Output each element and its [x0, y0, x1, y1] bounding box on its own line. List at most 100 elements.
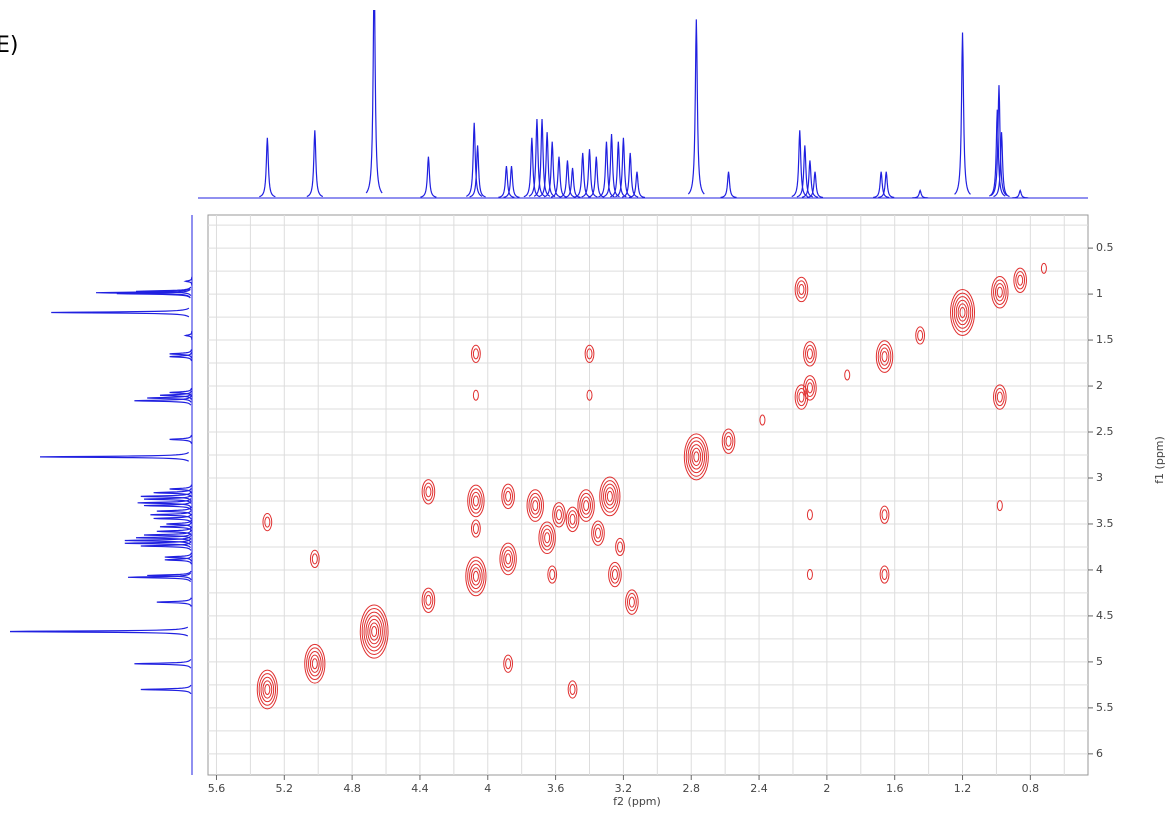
contour-ring [526, 489, 544, 522]
cross-peak [421, 587, 436, 613]
y-tick-label: 1 [1096, 287, 1103, 300]
contour-ring [569, 683, 576, 695]
contour-ring [423, 591, 434, 610]
spectrum-peak-left [159, 390, 192, 400]
contour-ring [610, 565, 620, 584]
cross-peak [359, 604, 389, 659]
spectrum-peak-top [610, 141, 627, 198]
contour-ring [1040, 262, 1047, 274]
contour-ring [577, 489, 595, 522]
y-tick-label: 0.5 [1096, 241, 1114, 254]
contour-ring [959, 306, 966, 318]
x-tick-label: 3.6 [547, 782, 565, 795]
spectrum-peak-top [498, 165, 515, 198]
spectrum-peak-top [990, 85, 1008, 197]
contour-ring [549, 569, 556, 581]
contour-ring [951, 292, 974, 333]
spectrum-peak-top [306, 130, 324, 198]
contour-ring [881, 351, 888, 363]
spectrum-peak-top [465, 122, 483, 197]
contour-ring [593, 524, 603, 543]
spectrum-peak-top [954, 32, 971, 195]
contour-ring [363, 611, 385, 652]
y-tick-label: 3.5 [1096, 517, 1114, 530]
contour-ring [798, 283, 805, 295]
cross-peak [470, 519, 481, 538]
contour-ring [470, 567, 481, 586]
contour-ring [691, 447, 702, 466]
contour-ring [950, 288, 976, 336]
x-tick-label: 2 [823, 782, 830, 795]
cross-peak [608, 561, 622, 588]
contour-ring [604, 487, 615, 506]
contour-ring [421, 587, 436, 613]
contour-ring [365, 615, 383, 648]
contour-ring [469, 488, 483, 514]
spectrum-peak-left [169, 484, 193, 494]
contour-ring [472, 495, 479, 507]
x-tick-label: 0.8 [1022, 782, 1040, 795]
contour-ring [311, 553, 318, 565]
spectrum-peak-left [183, 331, 193, 340]
contour-ring [759, 414, 766, 426]
spectrum-peak-left [143, 494, 192, 504]
spectrum-peak-top [628, 171, 646, 199]
contour-ring [505, 553, 512, 565]
x-tick-label: 3.2 [615, 782, 633, 795]
contour-ring [311, 658, 318, 670]
contour-ring [955, 299, 970, 326]
spectrum-peak-top [365, 10, 383, 194]
contour-ring [957, 303, 968, 322]
cross-peak [584, 344, 595, 363]
contour-ring [304, 643, 326, 684]
contour-ring [503, 654, 514, 673]
cross-peak [591, 520, 605, 546]
spectrum-peak-top [720, 171, 737, 199]
contour-ring [544, 532, 551, 544]
cross-peak [552, 502, 566, 528]
contour-ring [256, 669, 278, 710]
spectrum-peak-top [687, 19, 705, 195]
contour-ring [469, 563, 483, 590]
contour-ring [565, 506, 580, 533]
spectrum-peak-left [153, 513, 192, 524]
contour-ring [467, 484, 485, 518]
x-tick-label: 2.8 [682, 782, 700, 795]
contour-ring [796, 280, 807, 299]
contour-ring [309, 549, 320, 569]
spectrum-peak-left [169, 387, 193, 398]
spectrum-peak-left [169, 349, 193, 359]
y-tick-label: 4 [1096, 563, 1103, 576]
contour-ring [470, 491, 481, 511]
y-tick-label: 2.5 [1096, 425, 1114, 438]
cross-peak [567, 680, 578, 699]
contour-ring [877, 343, 892, 370]
cross-peak [803, 375, 817, 401]
y-tick-label: 6 [1096, 747, 1103, 760]
contour-ring [584, 344, 595, 363]
contour-ring [501, 546, 515, 572]
contour-ring [879, 565, 890, 584]
contour-ring [993, 279, 1007, 305]
contour-ring [881, 569, 888, 581]
contour-ring [626, 593, 637, 612]
spectrum-peak-top [873, 171, 890, 199]
y-tick-label: 5 [1096, 655, 1103, 668]
cross-peak [503, 654, 514, 673]
spectrum-peak-left [153, 488, 192, 498]
contour-ring [685, 436, 707, 477]
cross-peak [991, 275, 1009, 309]
contour-ring [547, 565, 558, 584]
y-tick-label: 1.5 [1096, 333, 1114, 346]
contour-ring [262, 513, 273, 532]
spectrum-peak-top [615, 137, 632, 198]
spectrum-peak-top [259, 137, 276, 198]
cross-peak [915, 326, 926, 345]
cross-peak [577, 489, 595, 522]
x-axis-label: f2 (ppm) [613, 795, 661, 808]
spectrum-peak-left [51, 307, 190, 318]
contour-ring [721, 428, 736, 454]
contour-ring [806, 509, 813, 521]
cross-peak [526, 489, 544, 522]
contour-ring [606, 490, 613, 502]
